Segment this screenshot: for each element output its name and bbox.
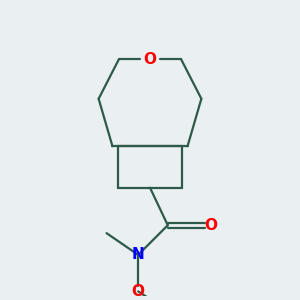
Text: O: O: [143, 52, 157, 67]
Text: O: O: [132, 284, 145, 299]
Text: N: N: [132, 248, 145, 262]
Text: O: O: [205, 218, 218, 233]
